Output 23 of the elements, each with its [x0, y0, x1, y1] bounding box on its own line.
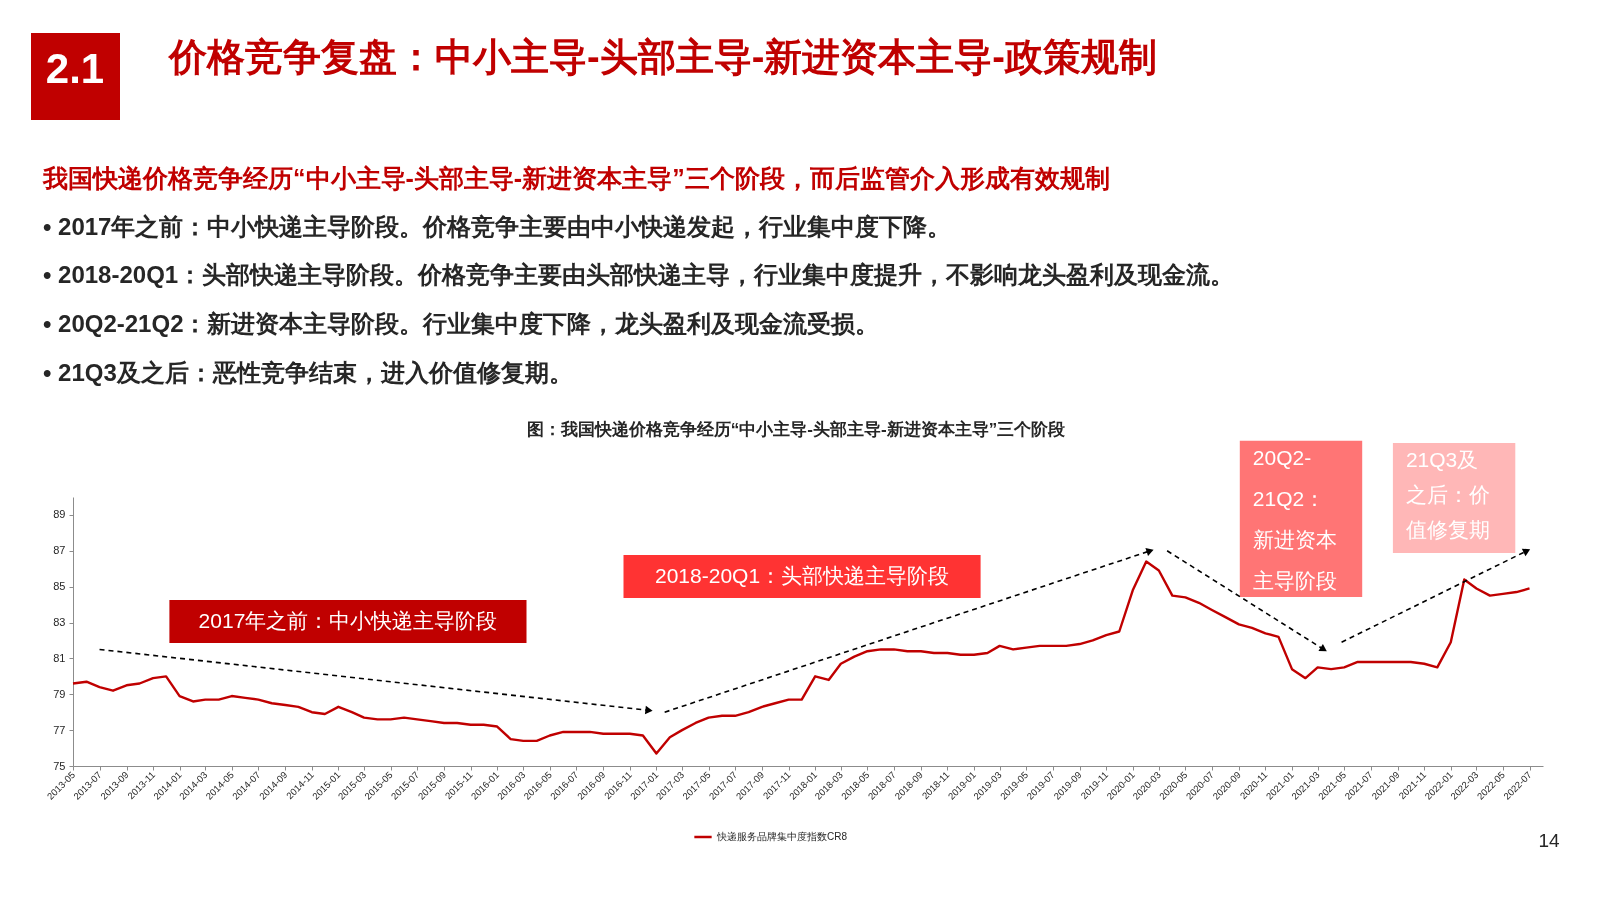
- y-tick-label: 75: [53, 759, 66, 772]
- text: • 20Q2-21Q2：新进资本主导阶段。行业集中度下降，龙头盈利及现金流受损。: [43, 309, 880, 337]
- y-tick-label: 79: [53, 687, 66, 700]
- line-series: [71, 560, 1531, 755]
- annotation: 20Q2-21Q2：新进资本主导阶段: [1252, 445, 1337, 592]
- annotation: 2017年之前：中小快递主导阶段: [198, 608, 498, 632]
- text: 14: [1538, 830, 1560, 851]
- annotation: 21Q3及之后：价值修复期: [1405, 448, 1490, 541]
- text: • 21Q3及之后：恶性竞争结束，进入价值修复期。: [43, 358, 573, 386]
- y-tick-label: 87: [53, 544, 66, 557]
- y-tick-label: 89: [53, 508, 66, 521]
- chart-title: 价格竞争复盘：中小主导-头部主导-新进资本主导-政策规制: [167, 36, 1157, 78]
- y-tick-label: 77: [53, 723, 66, 736]
- annotation: 2018-20Q1：头部快递主导阶段: [655, 563, 950, 587]
- chart-subtitle: 我国快递价格竞争经历“中小主导-头部主导-新进资本主导”三个阶段，而后监管介入形成有效规制: [42, 163, 1110, 192]
- text: 2.1: [45, 45, 105, 92]
- y-tick-label: 83: [53, 616, 66, 629]
- legend-label: 快递服务品牌集中度指数CR8: [716, 831, 848, 842]
- y-tick-label: 85: [53, 580, 66, 593]
- text: 图：我国快递价格竞争经历“中小主导-头部主导-新进资本主导”三个阶段: [526, 420, 1067, 439]
- text: • 2018-20Q1：头部快递主导阶段。价格竞争主要由头部快递主导，行业集中度提升，不影响龙头盈利及现金流。: [43, 260, 1235, 288]
- text: • 2017年之前：中小快递主导阶段。价格竞争主要由中小快递发起，行业集中度下降。: [43, 212, 952, 240]
- y-tick-label: 81: [53, 651, 66, 664]
